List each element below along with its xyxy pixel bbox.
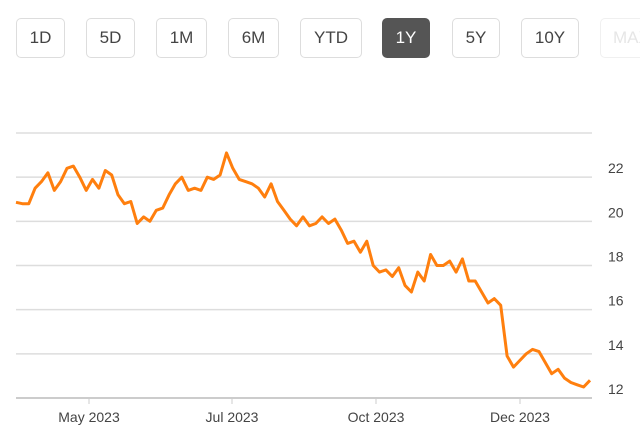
range-button-max[interactable]: MAX: [600, 18, 640, 58]
range-button-5y[interactable]: 5Y: [452, 18, 500, 58]
x-tick-label: Jul 2023: [206, 409, 259, 425]
y-tick-label: 14: [608, 337, 624, 353]
price-line: [15, 151, 592, 389]
range-button-1d[interactable]: 1D: [16, 18, 65, 58]
range-button-5d[interactable]: 5D: [86, 18, 135, 58]
y-tick-label: 22: [608, 160, 624, 176]
y-tick-label: 20: [608, 204, 624, 220]
range-button-6m[interactable]: 6M: [228, 18, 279, 58]
x-tick-label: May 2023: [58, 409, 120, 425]
range-button-1m[interactable]: 1M: [156, 18, 207, 58]
y-tick-label: 18: [608, 249, 624, 265]
range-button-10y[interactable]: 10Y: [521, 18, 579, 58]
x-tick-label: Dec 2023: [490, 409, 550, 425]
x-tick-label: Oct 2023: [348, 409, 405, 425]
y-tick-label: 12: [608, 381, 624, 397]
y-tick-label: 16: [608, 293, 624, 309]
range-button-ytd[interactable]: YTD: [300, 18, 362, 58]
range-button-1y[interactable]: 1Y: [382, 18, 430, 58]
